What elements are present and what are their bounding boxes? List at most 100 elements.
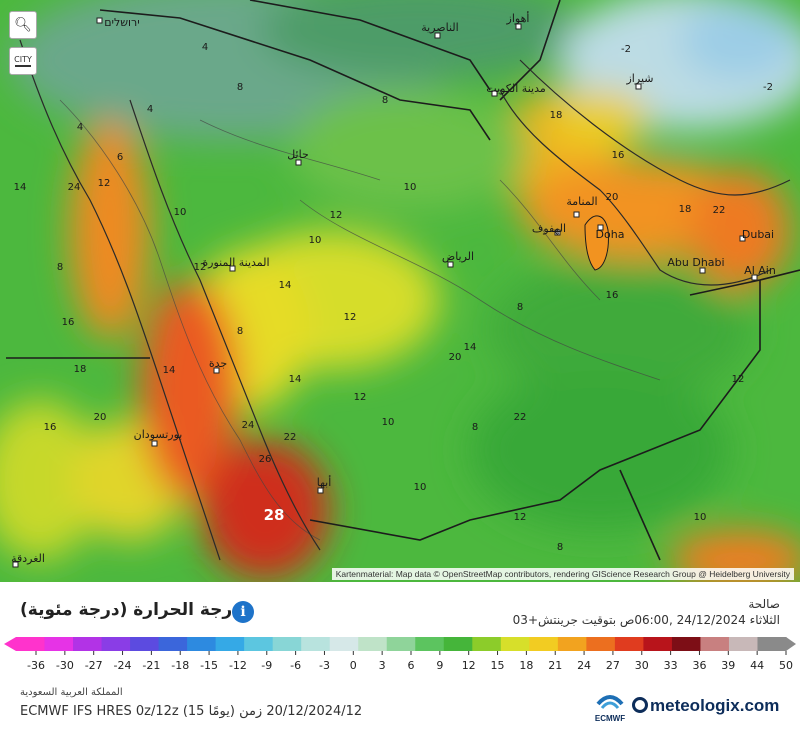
city-toggle-button[interactable]: CITY (9, 47, 37, 75)
zoom-in-button[interactable]: 🔍︎ (9, 11, 37, 39)
scale-tick-label: 27 (606, 659, 620, 672)
isotherm-label: 20 (449, 352, 462, 363)
isotherm-label: 4 (147, 104, 153, 115)
isotherm-label: 16 (606, 290, 619, 301)
isotherm-label: 18 (550, 110, 563, 121)
isotherm-label: 14 (14, 182, 27, 193)
scale-tick-label: 30 (635, 659, 649, 672)
isotherm-label: 12 (194, 262, 207, 273)
isotherm-label: 14 (289, 374, 302, 385)
scale-swatch (244, 637, 274, 651)
city-label: أبها (317, 475, 332, 489)
isotherm-label: 22 (713, 205, 726, 216)
isotherm-label: 20 (94, 412, 107, 423)
scale-tick-label: 36 (692, 659, 706, 672)
scale-tick-label: 18 (519, 659, 533, 672)
isotherm-label: 10 (382, 417, 395, 428)
city-label: ירושלים (104, 16, 139, 29)
zoom-in-icon: 🔍︎ (14, 17, 32, 33)
isotherm-label: 8 (237, 82, 243, 93)
temperature-map[interactable]: ירושלים الناصرية أهواز مدينة الكويت شيرا… (0, 0, 800, 582)
isotherm-label: 20 (606, 192, 619, 203)
city-label: أهواز (506, 11, 530, 25)
isotherm-label: 26 (259, 454, 272, 465)
info-icon[interactable]: i (232, 601, 254, 623)
isotherm-label: 8 (382, 95, 388, 106)
isotherm-label: 12 (344, 312, 357, 323)
scale-tick-label: -15 (200, 659, 218, 672)
city-toggle-icon (15, 65, 31, 67)
scale-swatch (614, 637, 644, 651)
scale-tick-label: 24 (577, 659, 591, 672)
scale-tick-label: 6 (408, 659, 415, 672)
city-label: Dubai (742, 228, 774, 241)
isotherm-label: 14 (279, 280, 292, 291)
scale-tick-label: 9 (436, 659, 443, 672)
city-label: مدينة الكويت (486, 82, 546, 95)
isotherm-label: 10 (404, 182, 417, 193)
isotherm-label: 14 (464, 342, 477, 353)
isotherm-label: 18 (679, 204, 692, 215)
scale-tick-label: -6 (290, 659, 301, 672)
scale-swatch (187, 637, 217, 651)
scale-swatch (272, 637, 302, 651)
scale-tick-label: 50 (779, 659, 793, 672)
valid-label: صالحة (748, 597, 780, 611)
scale-tick-label: -24 (114, 659, 132, 672)
isotherm-label: 12 (98, 178, 111, 189)
scale-swatch (472, 637, 502, 651)
scale-swatch (101, 637, 131, 651)
city-label: جدة (209, 357, 227, 370)
scale-tick-label: -9 (261, 659, 272, 672)
scale-swatch (158, 637, 188, 651)
isotherm-label: 12 (354, 392, 367, 403)
brand-logo[interactable]: meteologix.com (632, 696, 779, 716)
scale-tick-label: 15 (491, 659, 505, 672)
scale-tick-label: 0 (350, 659, 357, 672)
scale-swatch (671, 637, 701, 651)
scale-swatch (557, 637, 587, 651)
scale-swatch (16, 637, 46, 651)
scale-swatch (529, 637, 559, 651)
scale-tick-label: -3 (319, 659, 330, 672)
scale-swatch (757, 637, 787, 651)
city-label: Doha (596, 228, 625, 241)
isotherm-label: 4 (77, 122, 83, 133)
isotherm-label: 14 (163, 365, 176, 376)
ecmwf-label: ECMWF (595, 714, 625, 723)
scale-swatch (215, 637, 245, 651)
legend-title: درجة الحرارة (درجة مئوية) (20, 600, 241, 620)
scale-swatch (728, 637, 758, 651)
region-label: المملكة العربية السعودية (20, 687, 123, 698)
scale-swatch (130, 637, 160, 651)
city-label: شيراز (626, 72, 654, 85)
scale-swatch (643, 637, 673, 651)
isotherm-label: 22 (284, 432, 297, 443)
isotherm-label: 10 (309, 235, 322, 246)
isotherm-label: -2 (621, 44, 631, 55)
city-label: الرياض (442, 250, 474, 263)
scale-tick-label: 3 (379, 659, 386, 672)
isotherm-label: 10 (174, 207, 187, 218)
scale-tick-label: -18 (171, 659, 189, 672)
isotherm-label: 18 (74, 364, 87, 375)
isotherm-label: 16 (612, 150, 625, 161)
isotherm-label: 12 (330, 210, 343, 221)
isotherm-label: 8 (472, 422, 478, 433)
map-attribution: Kartenmaterial: Map data © OpenStreetMap… (331, 568, 794, 580)
scale-swatch (301, 637, 331, 651)
scale-tick-label: 39 (721, 659, 735, 672)
scale-swatch (73, 637, 103, 651)
isotherm-label: 10 (694, 512, 707, 523)
scale-swatch (358, 637, 388, 651)
scale-swatch (415, 637, 445, 651)
city-label: Abu Dhabi (667, 256, 724, 269)
scale-tick-label: 33 (664, 659, 678, 672)
city-label: الناصرية (421, 21, 458, 34)
scale-tick-label: -12 (229, 659, 247, 672)
isotherm-label: 22 (514, 412, 527, 423)
isotherm-label: 6 (117, 152, 123, 163)
scale-swatch (500, 637, 530, 651)
scale-swatch (586, 637, 616, 651)
scale-swatch (700, 637, 730, 651)
